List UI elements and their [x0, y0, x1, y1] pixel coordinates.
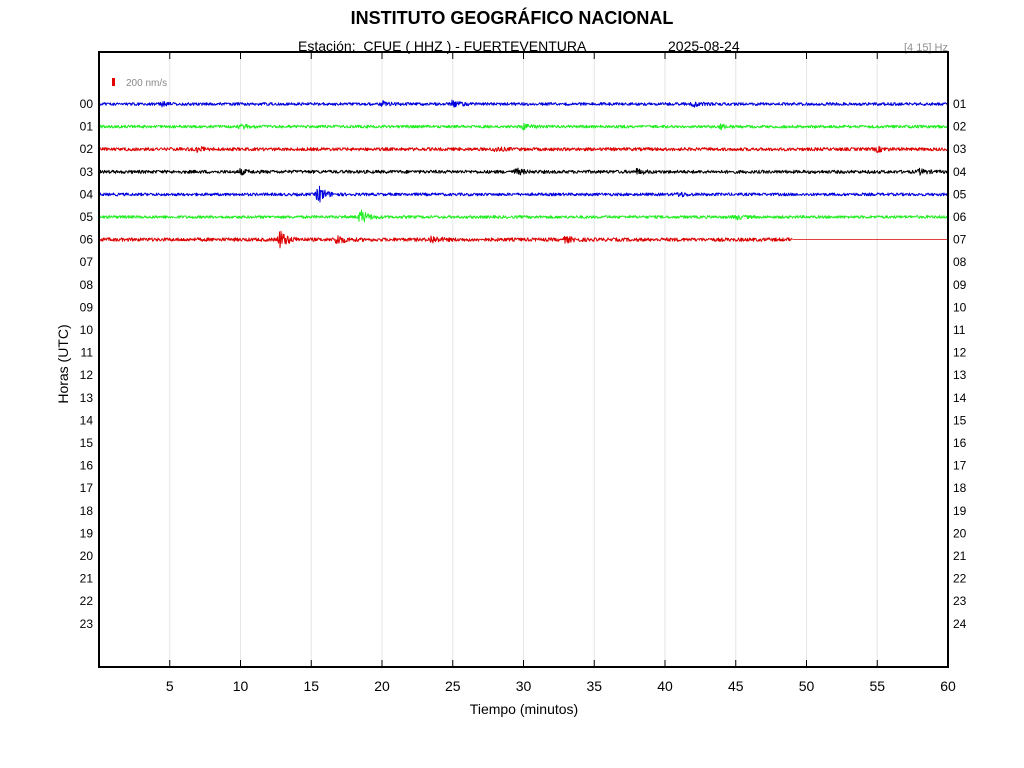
x-tick-label: 20: [374, 678, 390, 694]
left-hour-label: 07: [80, 255, 94, 269]
left-hour-label: 21: [80, 572, 94, 586]
trace-hour-2: [98, 145, 949, 153]
right-hour-label: 01: [953, 97, 967, 111]
left-hour-label: 16: [80, 459, 94, 473]
x-tick-label: 5: [166, 678, 174, 694]
right-hour-label: 05: [953, 187, 967, 201]
left-hour-label: 13: [80, 391, 94, 405]
left-hour-label: 02: [80, 142, 94, 156]
left-hour-label: 23: [80, 617, 94, 631]
trace-hour-0: [98, 99, 949, 108]
left-hour-label: 15: [80, 436, 94, 450]
trace-hour-1: [98, 122, 949, 131]
x-tick-label: 50: [799, 678, 815, 694]
x-tick-label: 60: [940, 678, 956, 694]
trace-hour-3: [98, 167, 949, 176]
x-tick-label: 35: [586, 678, 602, 694]
date-label: 2025-08-24: [668, 38, 740, 54]
trace-hour-6: [99, 230, 793, 249]
scale-bar-label: 200 nm/s: [126, 78, 167, 89]
left-hour-label: 20: [80, 549, 94, 563]
trace-layer: [98, 99, 949, 249]
right-hour-label: 21: [953, 549, 967, 563]
right-hour-label: 06: [953, 210, 967, 224]
x-tick-label: 40: [657, 678, 673, 694]
left-hour-label: 12: [80, 368, 94, 382]
right-hour-label: 19: [953, 504, 967, 518]
left-hour-label: 09: [80, 300, 94, 314]
left-hour-label: 14: [80, 413, 94, 427]
right-hour-label: 14: [953, 391, 967, 405]
right-hour-label: 18: [953, 481, 967, 495]
right-hour-label: 23: [953, 594, 967, 608]
left-hour-label: 17: [80, 481, 94, 495]
left-hour-label: 19: [80, 526, 94, 540]
x-tick-label: 10: [233, 678, 249, 694]
x-tick-label: 45: [728, 678, 744, 694]
right-hour-label: 02: [953, 120, 967, 134]
left-hour-label: 03: [80, 165, 94, 179]
left-hour-label: 06: [80, 233, 94, 247]
chart-title: INSTITUTO GEOGRÁFICO NACIONAL: [350, 8, 674, 28]
right-hour-label: 16: [953, 436, 967, 450]
x-tick-label: 25: [445, 678, 461, 694]
left-hour-label: 11: [81, 346, 94, 360]
label-layer: 5 10 15 20 25 30 35 40 45 50 55 60 00 01 02 03 04 05 06 07 0…: [80, 97, 967, 694]
right-hour-label: 08: [953, 255, 967, 269]
right-hour-label: 11: [953, 323, 966, 337]
right-hour-label: 20: [953, 526, 967, 540]
x-tick-label: 55: [869, 678, 885, 694]
left-hour-label: 01: [80, 120, 94, 134]
y-axis-label: Horas (UTC): [55, 324, 71, 404]
right-hour-label: 07: [953, 233, 967, 247]
x-axis-label: Tiempo (minutos): [469, 701, 579, 717]
right-hour-label: 10: [953, 300, 967, 314]
left-hour-label: 00: [80, 97, 94, 111]
right-hour-label: 17: [953, 459, 967, 473]
frequency-band-label: [4 15] Hz: [903, 42, 948, 54]
left-hour-label: 08: [80, 278, 94, 292]
right-hour-label: 24: [953, 617, 967, 631]
right-hour-label: 13: [953, 368, 967, 382]
scale-layer: 200 nm/s: [112, 78, 167, 89]
left-hour-label: 04: [80, 187, 94, 201]
trace-hour-4: [98, 185, 949, 203]
right-hour-label: 04: [953, 165, 967, 179]
grid-layer: [169, 52, 878, 667]
right-hour-label: 12: [953, 346, 967, 360]
tick-layer: [169, 52, 949, 667]
left-hour-label: 18: [80, 504, 94, 518]
right-hour-label: 22: [953, 572, 967, 586]
plot-frame: [98, 51, 949, 668]
left-hour-label: 05: [80, 210, 94, 224]
left-hour-label: 10: [80, 323, 94, 337]
scale-bar-mark: [112, 78, 115, 86]
left-hour-label: 22: [80, 594, 94, 608]
x-tick-label: 30: [516, 678, 532, 694]
right-hour-label: 15: [953, 413, 967, 427]
x-tick-label: 15: [303, 678, 319, 694]
right-hour-label: 03: [953, 142, 967, 156]
trace-hour-5: [98, 209, 949, 223]
station-label: Estación: CFUE ( HHZ ) - FUERTEVENTURA: [298, 38, 587, 54]
right-hour-label: 09: [953, 278, 967, 292]
